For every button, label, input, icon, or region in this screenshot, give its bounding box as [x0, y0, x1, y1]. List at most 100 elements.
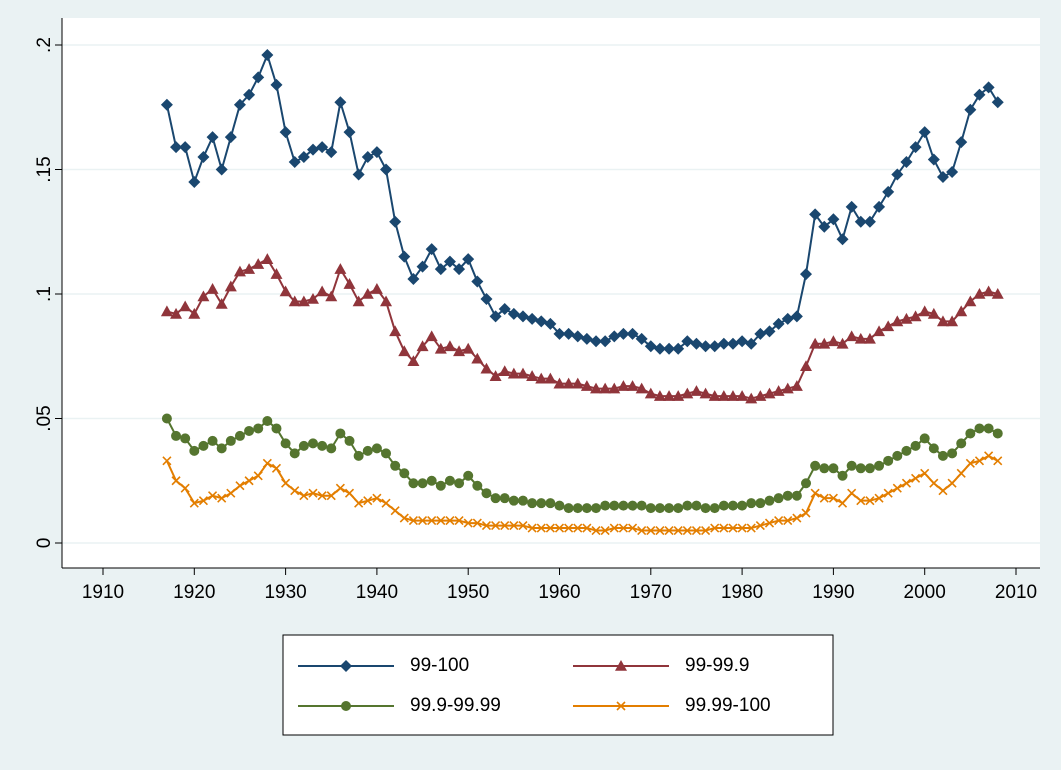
marker — [436, 516, 446, 526]
marker — [727, 500, 738, 511]
marker — [389, 215, 402, 228]
marker — [845, 200, 858, 213]
legend-marker — [616, 701, 626, 711]
marker — [682, 500, 693, 511]
marker — [645, 503, 656, 514]
marker — [463, 518, 473, 528]
marker — [335, 483, 345, 493]
marker — [691, 500, 702, 511]
marker — [307, 438, 318, 449]
marker — [371, 443, 382, 454]
x-tick-label: 1930 — [264, 582, 306, 603]
marker — [982, 285, 995, 297]
marker — [637, 525, 647, 536]
marker — [599, 382, 612, 394]
legend-label: 99-99.9 — [685, 655, 749, 676]
marker — [608, 382, 621, 394]
marker — [719, 523, 729, 533]
marker — [325, 290, 338, 302]
marker — [863, 332, 876, 344]
marker — [609, 523, 619, 533]
marker — [909, 310, 922, 322]
marker — [407, 273, 420, 286]
marker — [562, 327, 575, 340]
marker — [380, 163, 393, 176]
marker — [160, 305, 173, 317]
marker — [717, 337, 730, 350]
marker — [408, 516, 418, 526]
marker — [937, 450, 948, 461]
marker — [590, 382, 603, 394]
marker — [489, 370, 502, 381]
marker — [920, 468, 930, 478]
marker — [827, 335, 840, 347]
marker — [892, 450, 903, 461]
marker — [993, 456, 1003, 466]
x-tick-label: 2000 — [904, 582, 946, 603]
marker — [845, 330, 858, 342]
marker — [837, 498, 848, 508]
legend-label: 99.99-100 — [685, 695, 771, 716]
marker — [700, 503, 711, 514]
marker — [617, 380, 630, 391]
marker — [279, 285, 292, 297]
marker — [701, 525, 711, 536]
marker — [306, 143, 319, 156]
marker — [463, 470, 474, 481]
marker — [600, 525, 610, 536]
marker — [198, 496, 208, 506]
marker — [399, 513, 409, 523]
marker — [344, 488, 355, 498]
marker — [745, 392, 758, 404]
marker — [581, 503, 592, 514]
marker — [590, 335, 603, 348]
marker — [571, 330, 584, 343]
marker — [936, 170, 949, 183]
x-tick-label: 1960 — [538, 582, 580, 603]
marker — [635, 332, 648, 345]
marker — [233, 98, 246, 111]
marker — [873, 200, 886, 213]
marker — [827, 213, 840, 226]
marker — [846, 460, 857, 471]
marker — [462, 342, 475, 354]
marker — [708, 390, 721, 401]
marker — [536, 498, 547, 509]
marker — [271, 463, 282, 473]
marker — [599, 335, 612, 348]
marker — [343, 126, 356, 139]
marker — [809, 337, 822, 349]
marker — [297, 295, 310, 307]
legend — [282, 634, 834, 736]
marker — [491, 521, 501, 531]
marker — [882, 320, 895, 332]
marker — [644, 387, 657, 399]
marker — [681, 387, 694, 399]
marker — [527, 523, 537, 533]
marker — [955, 305, 968, 317]
marker — [224, 131, 237, 144]
marker — [352, 168, 365, 181]
marker — [918, 305, 931, 317]
marker — [873, 325, 886, 337]
marker — [591, 525, 601, 536]
x-tick-label: 1910 — [82, 582, 124, 603]
marker — [370, 283, 383, 294]
marker — [855, 463, 866, 474]
marker — [527, 498, 538, 509]
marker — [919, 433, 930, 444]
marker — [270, 268, 283, 279]
marker — [754, 327, 767, 340]
marker — [462, 253, 475, 266]
marker — [891, 168, 904, 181]
marker — [381, 498, 391, 508]
marker — [818, 220, 831, 233]
marker — [800, 268, 813, 281]
marker — [281, 478, 291, 488]
marker — [974, 423, 985, 434]
marker — [901, 445, 912, 456]
marker — [198, 440, 209, 451]
legend-marker — [340, 660, 352, 672]
marker — [672, 342, 685, 355]
